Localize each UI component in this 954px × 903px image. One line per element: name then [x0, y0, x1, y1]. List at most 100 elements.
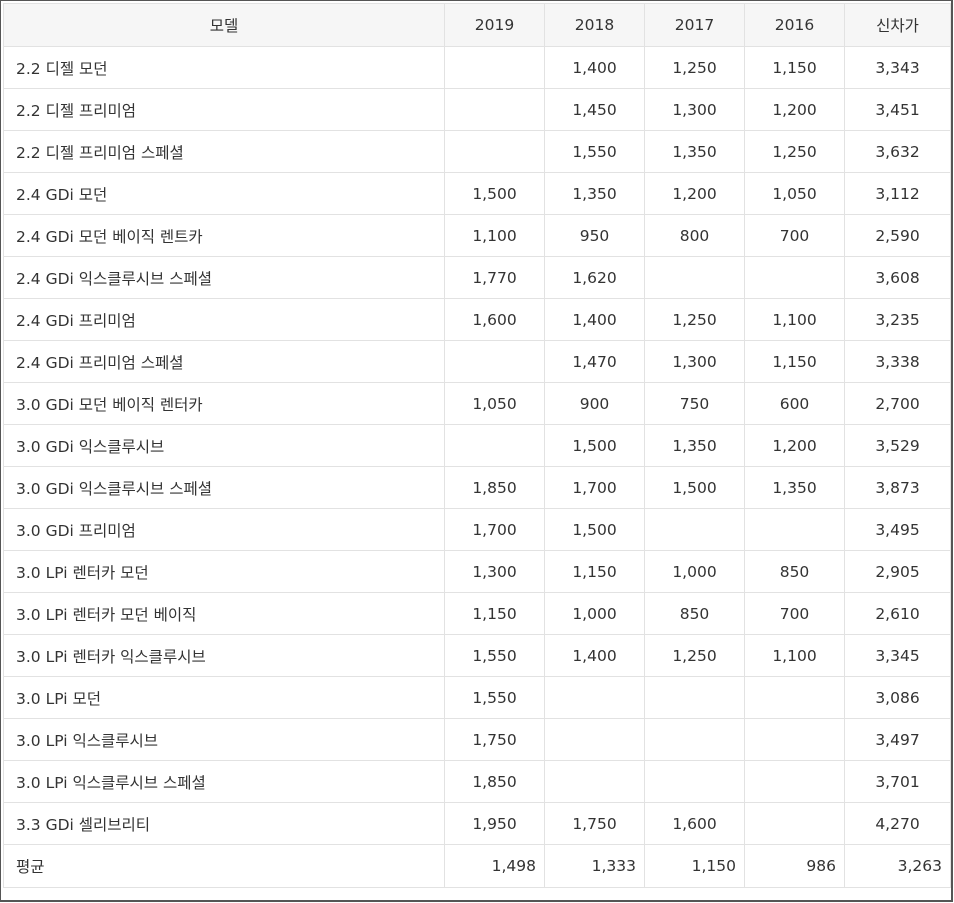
cell-2017: 800: [644, 214, 745, 257]
average-new-price: 3,263: [844, 844, 951, 888]
cell-2019: 1,100: [444, 214, 545, 257]
header-2019: 2019: [444, 3, 545, 47]
cell-2016: 1,200: [744, 424, 845, 467]
table-row: 2.4 GDi 익스클루시브 스페셜 1,770 1,620 3,608: [3, 256, 951, 299]
cell-new-price: 3,345: [844, 634, 951, 677]
cell-new-price: 3,451: [844, 88, 951, 131]
cell-2016: 1,100: [744, 634, 845, 677]
cell-2019: 1,150: [444, 592, 545, 635]
header-model: 모델: [3, 3, 445, 47]
cell-2018: 1,550: [544, 130, 645, 173]
header-row: 모델 2019 2018 2017 2016 신차가: [3, 3, 951, 47]
cell-2017: 1,000: [644, 550, 745, 593]
cell-2019: 1,750: [444, 718, 545, 761]
cell-new-price: 2,590: [844, 214, 951, 257]
cell-2016: 850: [744, 550, 845, 593]
average-2018: 1,333: [544, 844, 645, 888]
cell-2019: [444, 46, 545, 89]
cell-2019: 1,550: [444, 676, 545, 719]
table-row: 2.4 GDi 프리미엄 1,600 1,400 1,250 1,100 3,235: [3, 298, 951, 341]
cell-2019: 1,700: [444, 508, 545, 551]
cell-2016: 1,100: [744, 298, 845, 341]
cell-2016: [744, 256, 845, 299]
cell-2017: 1,600: [644, 802, 745, 845]
average-2017: 1,150: [644, 844, 745, 888]
cell-2018: 1,350: [544, 172, 645, 215]
cell-2019: [444, 130, 545, 173]
cell-model: 3.0 LPi 렌터카 익스클루시브: [3, 634, 445, 677]
cell-model: 2.2 디젤 모던: [3, 46, 445, 89]
cell-2018: 1,700: [544, 466, 645, 509]
cell-new-price: 4,270: [844, 802, 951, 845]
cell-2017: [644, 718, 745, 761]
table-row: 3.0 LPi 렌터카 익스클루시브 1,550 1,400 1,250 1,100 3,…: [3, 634, 951, 677]
cell-2019: 1,850: [444, 466, 545, 509]
cell-2017: 1,350: [644, 424, 745, 467]
cell-2017: 1,250: [644, 46, 745, 89]
cell-new-price: 3,495: [844, 508, 951, 551]
cell-model: 3.0 GDi 모던 베이직 렌터카: [3, 382, 445, 425]
price-table: 모델 2019 2018 2017 2016 신차가 2.2 디젤 모던 1,40…: [3, 3, 951, 888]
table-row: 2.4 GDi 모던 1,500 1,350 1,200 1,050 3,112: [3, 172, 951, 215]
table-row: 3.0 GDi 모던 베이직 렌터카 1,050 900 750 600 2,700: [3, 382, 951, 425]
cell-2017: 1,500: [644, 466, 745, 509]
cell-2018: 1,150: [544, 550, 645, 593]
cell-model: 3.0 LPi 익스클루시브 스페셜: [3, 760, 445, 803]
cell-2019: 1,770: [444, 256, 545, 299]
cell-2019: 1,500: [444, 172, 545, 215]
cell-model: 2.4 GDi 프리미엄: [3, 298, 445, 341]
table-row: 3.3 GDi 셀리브리티 1,950 1,750 1,600 4,270: [3, 802, 951, 845]
cell-new-price: 2,610: [844, 592, 951, 635]
cell-model: 3.0 GDi 익스클루시브 스페셜: [3, 466, 445, 509]
cell-model: 2.4 GDi 모던 베이직 렌트카: [3, 214, 445, 257]
cell-new-price: 3,338: [844, 340, 951, 383]
cell-2017: [644, 256, 745, 299]
cell-2018: [544, 760, 645, 803]
table-row: 2.4 GDi 프리미엄 스페셜 1,470 1,300 1,150 3,338: [3, 340, 951, 383]
cell-2017: 1,250: [644, 298, 745, 341]
table-row: 3.0 LPi 모던 1,550 3,086: [3, 676, 951, 719]
cell-new-price: 3,112: [844, 172, 951, 215]
cell-model: 2.4 GDi 프리미엄 스페셜: [3, 340, 445, 383]
cell-model: 2.4 GDi 익스클루시브 스페셜: [3, 256, 445, 299]
cell-model: 3.0 GDi 익스클루시브: [3, 424, 445, 467]
cell-2017: 1,300: [644, 88, 745, 131]
table-row: 3.0 GDi 익스클루시브 스페셜 1,850 1,700 1,500 1,350 3,…: [3, 466, 951, 509]
cell-2018: [544, 676, 645, 719]
cell-new-price: 3,529: [844, 424, 951, 467]
cell-2016: 1,150: [744, 340, 845, 383]
table-row: 3.0 GDi 프리미엄 1,700 1,500 3,495: [3, 508, 951, 551]
cell-2017: 850: [644, 592, 745, 635]
cell-2019: [444, 88, 545, 131]
table-row: 3.0 GDi 익스클루시브 1,500 1,350 1,200 3,529: [3, 424, 951, 467]
average-2016: 986: [744, 844, 845, 888]
table-header: 모델 2019 2018 2017 2016 신차가: [3, 3, 951, 47]
cell-2019: [444, 340, 545, 383]
cell-new-price: 3,632: [844, 130, 951, 173]
cell-2016: 700: [744, 592, 845, 635]
cell-model: 3.3 GDi 셀리브리티: [3, 802, 445, 845]
cell-new-price: 3,497: [844, 718, 951, 761]
cell-2018: [544, 718, 645, 761]
table-row: 2.2 디젤 프리미엄 1,450 1,300 1,200 3,451: [3, 88, 951, 131]
header-2016: 2016: [744, 3, 845, 47]
cell-2018: 1,620: [544, 256, 645, 299]
cell-2019: 1,600: [444, 298, 545, 341]
cell-new-price: 3,701: [844, 760, 951, 803]
cell-2017: 1,250: [644, 634, 745, 677]
cell-2016: [744, 676, 845, 719]
table-footer: 평균 1,498 1,333 1,150 986 3,263: [3, 844, 951, 888]
cell-2016: 1,150: [744, 46, 845, 89]
cell-2017: 1,300: [644, 340, 745, 383]
cell-2016: 600: [744, 382, 845, 425]
table-row: 3.0 LPi 익스클루시브 스페셜 1,850 3,701: [3, 760, 951, 803]
cell-2019: 1,850: [444, 760, 545, 803]
cell-2019: 1,050: [444, 382, 545, 425]
header-2017: 2017: [644, 3, 745, 47]
cell-model: 3.0 LPi 렌터카 모던 베이직: [3, 592, 445, 635]
cell-2019: 1,300: [444, 550, 545, 593]
cell-2016: 1,050: [744, 172, 845, 215]
cell-new-price: 3,873: [844, 466, 951, 509]
cell-2019: 1,950: [444, 802, 545, 845]
cell-2016: [744, 508, 845, 551]
